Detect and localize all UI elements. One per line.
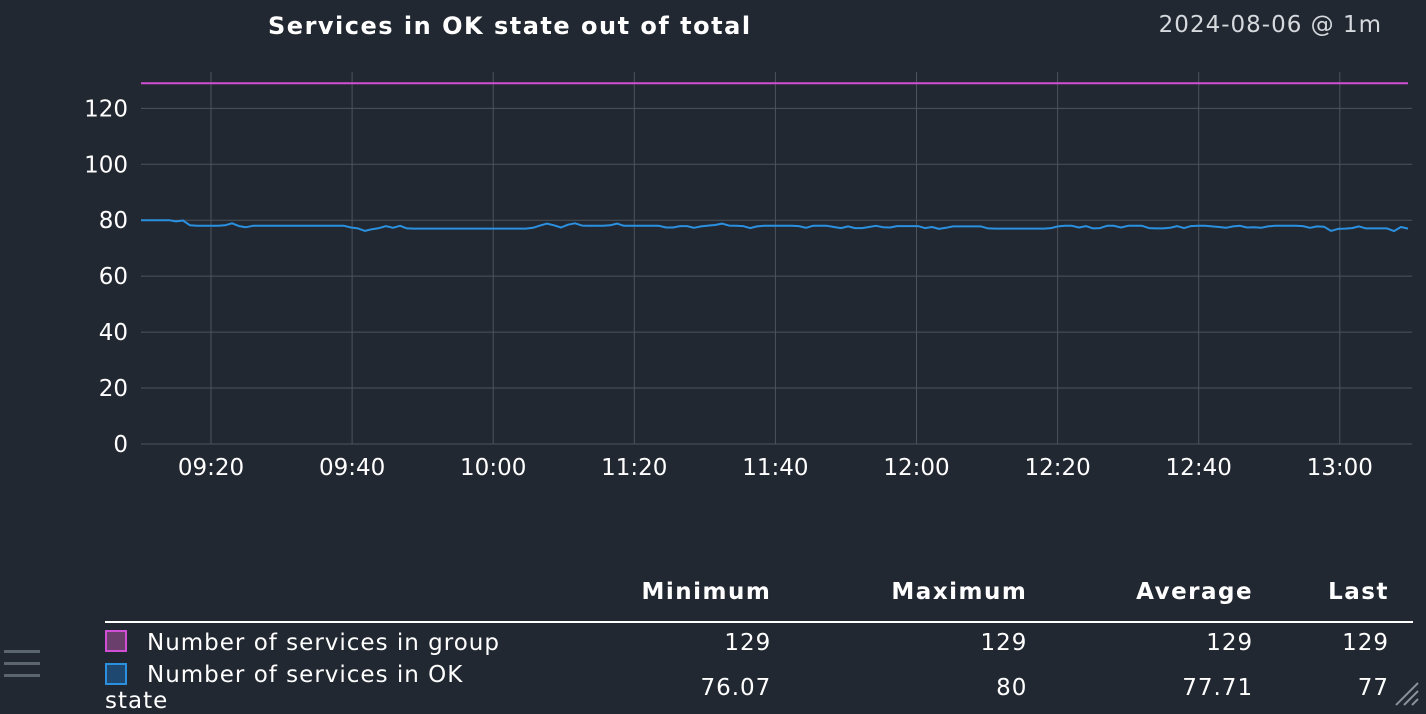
chart-area: 0 20 40 60 80 100 120 09:20 09:40 10:00 11:20 11:4… xyxy=(84,72,1412,481)
legend-avg-value: 129 xyxy=(1206,629,1254,656)
y-tick-label: 80 xyxy=(99,208,128,234)
legend-header-row: Minimum Maximum Average Last xyxy=(105,570,1413,622)
grid-lines xyxy=(141,72,1412,445)
y-tick-label: 0 xyxy=(113,432,128,458)
legend-series-name: Number of services in group xyxy=(105,622,549,662)
legend-header-name xyxy=(105,570,549,622)
legend-header-last: Last xyxy=(1328,579,1389,605)
legend-last-value: 77 xyxy=(1357,675,1389,701)
x-tick-label: 09:20 xyxy=(178,455,244,481)
legend-color-swatch xyxy=(105,630,127,652)
legend-color-swatch xyxy=(105,662,127,685)
x-tick-label: 12:40 xyxy=(1166,455,1232,481)
graph-timestamp: 2024-08-06 @ 1m xyxy=(1158,12,1382,38)
resize-handle-icon[interactable] xyxy=(1394,681,1420,707)
legend-series-label: Number of services in OK state xyxy=(105,662,464,714)
legend-row-ok: Number of services in OK state 76.07 80 … xyxy=(105,662,1413,714)
legend-max-value: 129 xyxy=(980,629,1028,656)
legend-max-value: 80 xyxy=(996,675,1028,701)
legend-min-value: 76.07 xyxy=(700,675,772,701)
legend-header-maximum: Maximum xyxy=(891,579,1028,605)
legend-last-value: 129 xyxy=(1342,629,1389,656)
legend-avg-value: 77.71 xyxy=(1182,675,1254,701)
x-tick-label: 12:00 xyxy=(883,455,949,481)
legend-table: Minimum Maximum Average Last Number of s… xyxy=(105,570,1413,714)
series-lines xyxy=(141,82,1409,233)
x-tick-label: 11:20 xyxy=(601,455,667,481)
legend-header-minimum: Minimum xyxy=(641,579,772,605)
y-tick-label: 20 xyxy=(99,376,128,402)
x-tick-label: 12:20 xyxy=(1024,455,1090,481)
legend-series-label: Number of services in group xyxy=(147,629,500,656)
y-axis-ticks: 0 20 40 60 80 100 120 xyxy=(84,96,128,458)
x-tick-label: 13:00 xyxy=(1307,455,1373,481)
y-tick-label: 120 xyxy=(84,96,128,122)
series-line-ok xyxy=(141,219,1409,233)
graph-title: Services in OK state out of total xyxy=(268,12,752,40)
y-tick-label: 40 xyxy=(99,320,128,346)
legend-min-value: 129 xyxy=(724,629,772,656)
legend-header-average: Average xyxy=(1136,579,1254,605)
x-tick-label: 11:40 xyxy=(742,455,808,481)
legend-series-name: Number of services in OK state xyxy=(105,662,549,714)
x-axis-ticks: 09:20 09:40 10:00 11:20 11:40 12:00 12:20 12:40… xyxy=(178,455,1373,481)
x-tick-label: 09:40 xyxy=(319,455,385,481)
y-tick-label: 100 xyxy=(84,152,128,178)
y-tick-label: 60 xyxy=(99,264,128,290)
legend-row-total: Number of services in group 129 129 129 … xyxy=(105,622,1413,662)
x-tick-label: 10:00 xyxy=(460,455,526,481)
hamburger-menu-icon[interactable] xyxy=(4,650,40,686)
